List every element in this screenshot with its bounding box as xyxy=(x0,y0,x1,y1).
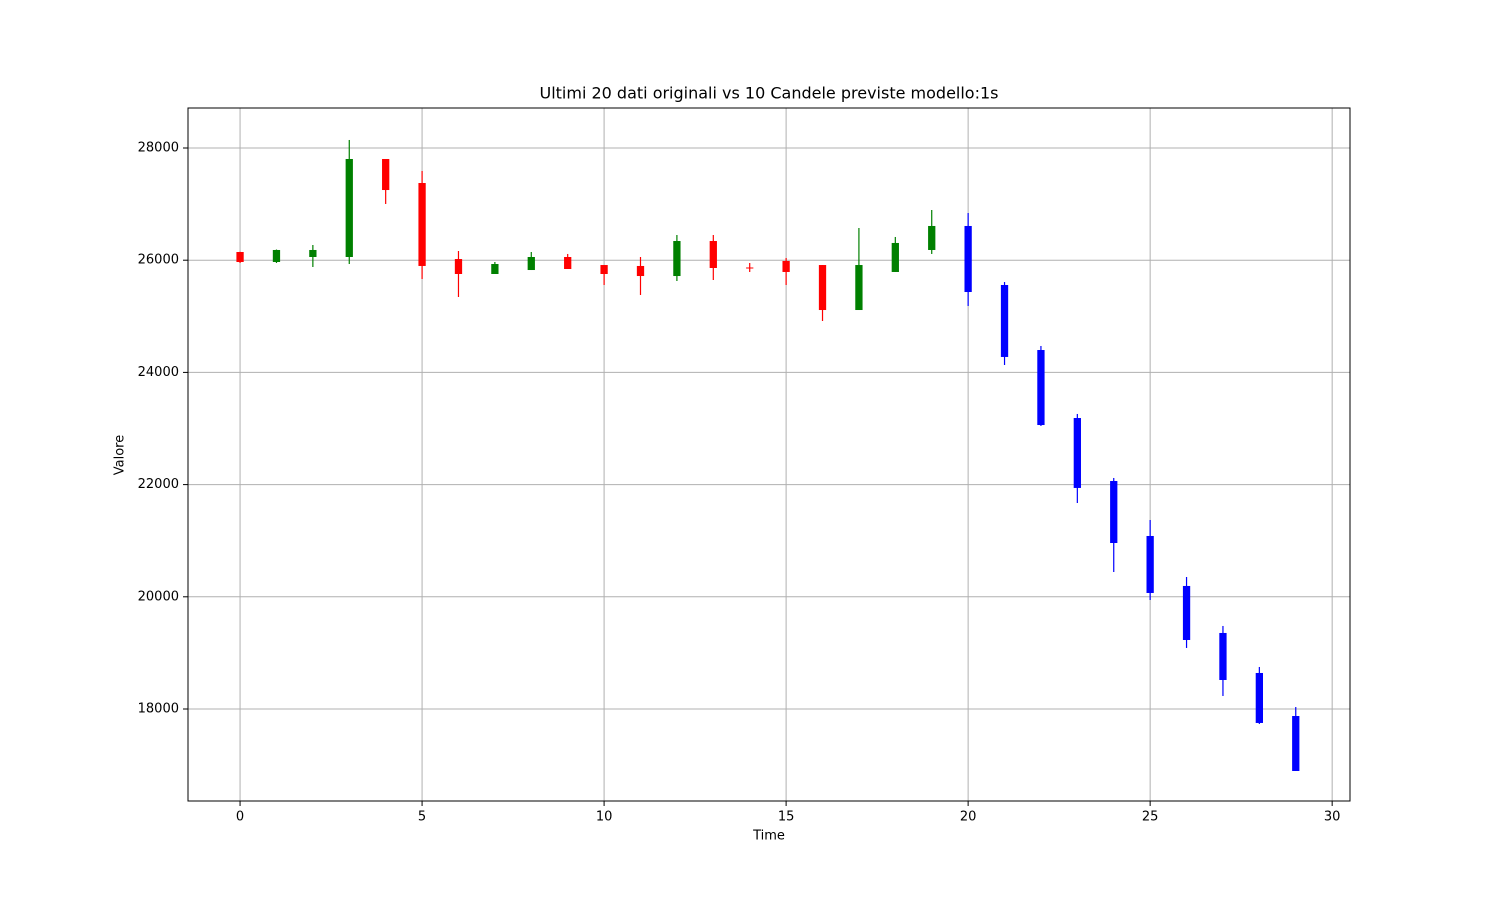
candle-body xyxy=(309,249,317,258)
x-tick-label: 5 xyxy=(418,810,426,825)
x-tick-label: 30 xyxy=(1324,810,1341,825)
candle-body xyxy=(454,259,463,274)
candle-body xyxy=(272,249,281,262)
y-tick-label: 22000 xyxy=(138,477,179,492)
candle-body xyxy=(1182,585,1191,640)
candle-body xyxy=(382,158,390,191)
y-tick-label: 26000 xyxy=(138,253,179,268)
candle-body xyxy=(1000,284,1009,357)
candle-body xyxy=(418,183,426,266)
candle-body xyxy=(236,252,244,262)
candle-body xyxy=(673,241,681,277)
y-tick-label: 20000 xyxy=(138,589,179,604)
candle-body xyxy=(1219,632,1227,680)
plot-frame xyxy=(187,107,1351,802)
candle-body xyxy=(1292,716,1300,771)
candle-body xyxy=(1255,672,1263,723)
candle-body xyxy=(855,265,863,311)
x-tick-label: 10 xyxy=(596,810,613,825)
y-axis-label: Valore xyxy=(113,435,128,475)
x-axis-label: Time xyxy=(752,829,785,844)
y-tick-label: 18000 xyxy=(138,701,179,716)
candle-body xyxy=(964,225,972,293)
candle-body xyxy=(928,225,936,250)
candle-body xyxy=(891,242,899,272)
candle-body xyxy=(782,260,790,272)
candle-body xyxy=(491,264,499,274)
candle-body xyxy=(564,257,572,270)
x-tick-label: 0 xyxy=(236,810,244,825)
candle-body xyxy=(600,265,608,274)
x-tick-label: 25 xyxy=(1142,810,1159,825)
candle-body xyxy=(345,158,353,258)
candle-body xyxy=(1037,350,1045,426)
candle-body xyxy=(709,241,717,268)
candle-body xyxy=(1110,481,1118,543)
x-tick-label: 15 xyxy=(778,810,795,825)
candle-body xyxy=(746,267,754,269)
candle-body xyxy=(636,265,645,277)
candle-body xyxy=(1146,535,1154,593)
candle-body xyxy=(818,265,827,311)
candle-body xyxy=(1073,418,1081,488)
chart-title: Ultimi 20 dati originali vs 10 Candele p… xyxy=(539,84,998,103)
y-tick-label: 24000 xyxy=(138,365,179,380)
x-tick-label: 20 xyxy=(960,810,977,825)
y-tick-label: 28000 xyxy=(138,140,179,155)
candle-body xyxy=(527,257,535,271)
